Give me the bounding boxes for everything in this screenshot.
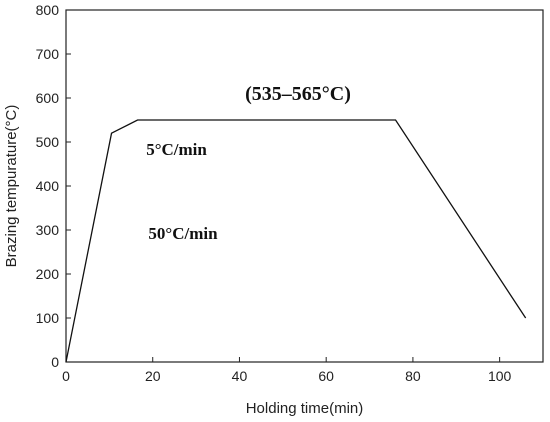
y-tick-label: 800	[36, 2, 60, 18]
y-tick-label: 100	[36, 310, 60, 326]
annotation-label: (535–565°C)	[245, 83, 351, 105]
annotation-label: 50°C/min	[148, 224, 218, 243]
x-tick-label: 80	[405, 368, 421, 384]
plot-area-frame	[65, 9, 544, 363]
x-axis-title: Holding time(min)	[246, 400, 364, 417]
tick-labels: 0 20 40 60 80 100 0 100 200 300 400 500 600 700 800	[36, 2, 512, 384]
y-tick-label: 300	[36, 222, 60, 238]
x-tick-label: 20	[145, 368, 161, 384]
y-tick-label: 700	[36, 46, 60, 62]
temperature-profile-line	[65, 119, 527, 363]
y-tick-label: 400	[36, 178, 60, 194]
x-tick-label: 60	[318, 368, 334, 384]
series-layer	[65, 119, 527, 363]
x-tick-label: 100	[488, 368, 512, 384]
annotations: (535–565°C) 5°C/min 50°C/min	[146, 83, 351, 243]
y-axis-title: Brazing tempurature(°C)	[3, 105, 20, 268]
y-tick-label: 500	[36, 134, 60, 150]
x-tick-label: 40	[232, 368, 248, 384]
y-tick-label: 600	[36, 90, 60, 106]
annotation-label: 5°C/min	[146, 140, 207, 159]
y-tick-label: 0	[51, 354, 59, 370]
x-tick-label: 0	[62, 368, 70, 384]
y-tick-label: 200	[36, 266, 60, 282]
axis-ticks	[65, 9, 501, 363]
